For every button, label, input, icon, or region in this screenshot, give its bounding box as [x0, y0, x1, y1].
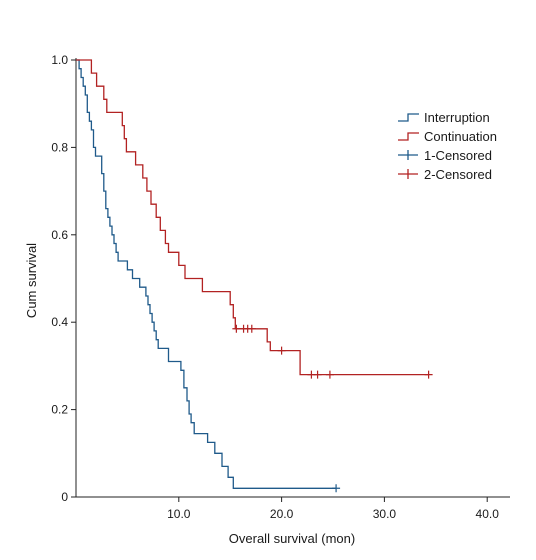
legend-swatch-step — [398, 113, 419, 122]
legend-swatch-step — [398, 132, 419, 141]
y-axis-title: Cum survival — [24, 243, 39, 318]
legend-swatch-censor — [398, 169, 418, 179]
legend-label: Interruption — [424, 110, 490, 125]
censor-mark-continuation — [232, 324, 241, 333]
legend-label: 2-Censored — [424, 167, 492, 182]
x-ticks: 10.0 20.0 30.0 40.0 — [167, 497, 499, 521]
y-tick-label: 0.6 — [51, 228, 68, 242]
y-tick-label: 0.8 — [51, 140, 68, 154]
survival-curve-continuation — [76, 59, 429, 376]
censor-marks — [232, 324, 433, 493]
y-tick-label: 1.0 — [51, 53, 68, 67]
x-tick-label: 40.0 — [476, 507, 500, 521]
censor-mark-continuation — [325, 370, 334, 379]
y-ticks: 0 0.2 0.4 0.6 0.8 1.0 — [51, 53, 76, 504]
legend-label: 1-Censored — [424, 148, 492, 163]
legend-swatch-censor — [398, 150, 418, 160]
y-tick-label: 0 — [61, 490, 68, 504]
survival-curves — [76, 59, 429, 489]
censor-mark-continuation — [247, 324, 256, 333]
survival-curve-interruption — [76, 59, 337, 489]
y-tick-label: 0.2 — [51, 403, 68, 417]
censor-mark-interruption — [332, 484, 341, 493]
x-tick-label: 30.0 — [373, 507, 397, 521]
axes — [75, 58, 510, 498]
x-tick-label: 20.0 — [270, 507, 294, 521]
x-tick-label: 10.0 — [167, 507, 191, 521]
x-axis-title: Overall survival (mon) — [229, 531, 355, 546]
censor-mark-continuation — [313, 370, 322, 379]
y-tick-label: 0.4 — [51, 315, 68, 329]
censor-mark-continuation — [277, 346, 286, 355]
legend-label: Continuation — [424, 129, 497, 144]
legend: Interruption Continuation 1-Censored 2-Cens… — [398, 110, 497, 182]
censor-mark-continuation — [424, 370, 433, 379]
